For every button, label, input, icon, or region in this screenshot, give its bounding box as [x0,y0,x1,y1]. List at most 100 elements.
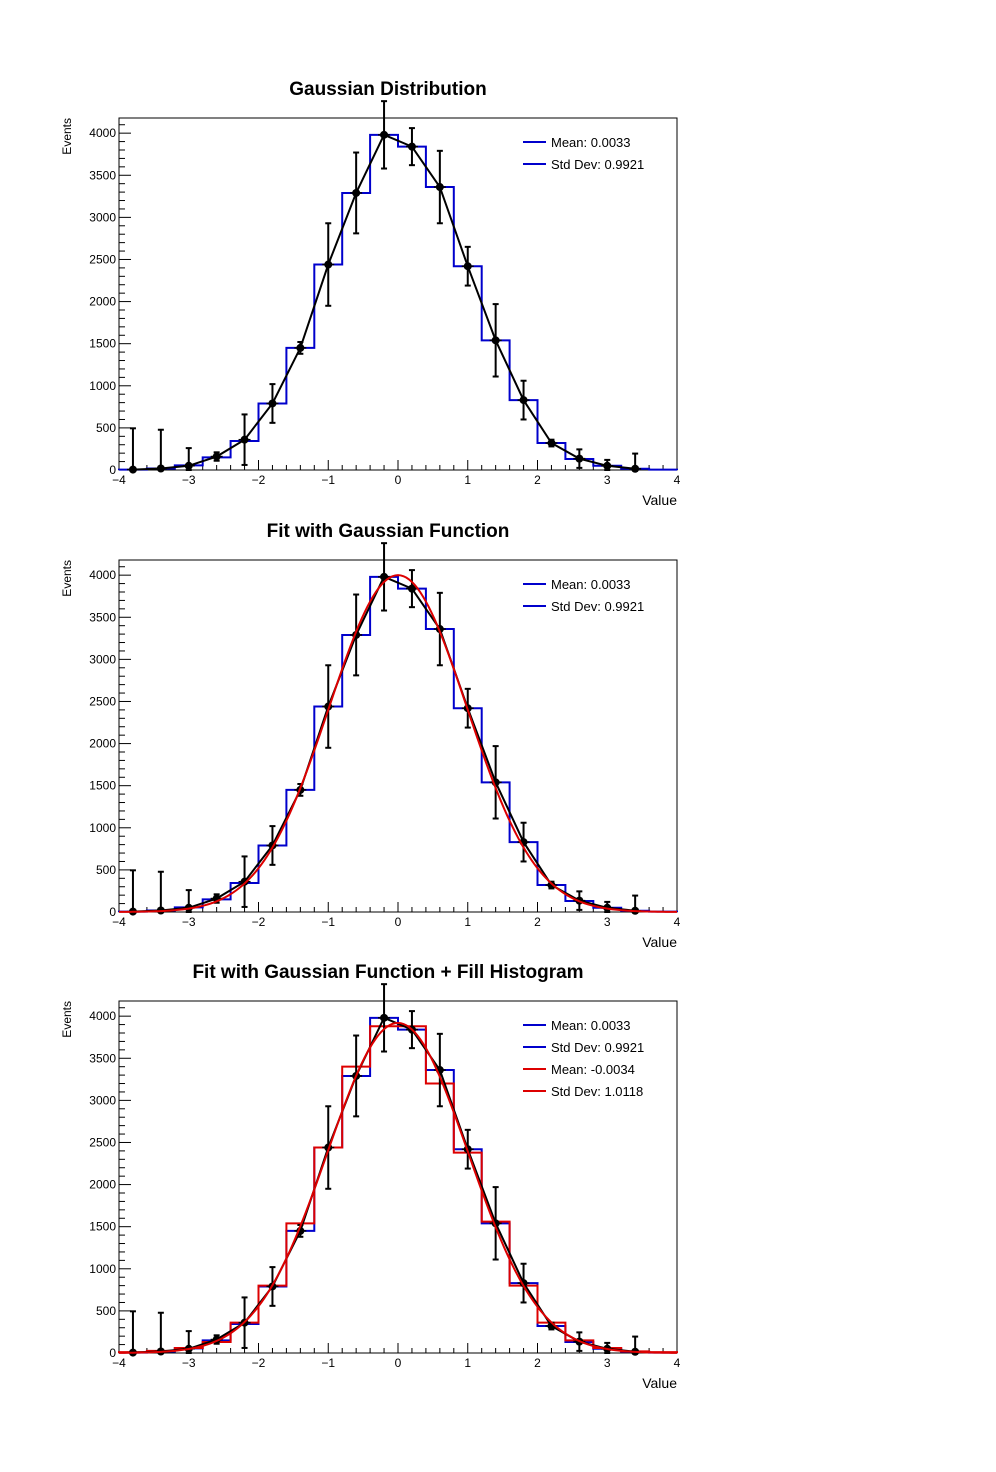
x-tick-label: 3 [604,1356,611,1370]
data-point [547,881,556,890]
y-tick-label: 3500 [89,1051,116,1065]
y-tick-label: 2000 [89,1178,116,1192]
data-point [128,465,137,474]
x-tick-label: −2 [252,915,266,929]
data-point [380,130,389,139]
data-point [603,461,612,470]
y-tick-label: 2000 [89,295,116,309]
gaussian-fit-curve [118,574,678,913]
legend-entry: Mean: 0.0033 [551,1018,631,1033]
legend-entry: Std Dev: 0.9921 [551,599,644,614]
x-tick-label: −4 [112,1356,126,1370]
x-tick-label: 4 [674,1356,681,1370]
x-tick-label: −1 [321,915,335,929]
x-tick-label: 1 [464,1356,471,1370]
y-tick-label: 2000 [89,737,116,751]
x-tick-label: −2 [252,1356,266,1370]
data-point [407,142,416,151]
chart-panel-1: Gaussian Distribution −4 −3 −2 −1 0 1 2 3 4 0 500 10… [60,79,681,508]
y-tick-label: 0 [109,463,116,477]
y-tick-label: 4000 [89,1009,116,1023]
y-tick-label: 3500 [89,610,116,624]
y-tick-label: 2500 [89,694,116,708]
data-point [575,454,584,463]
x-tick-label: 2 [534,473,541,487]
data-point [240,877,249,886]
chart-title: Fit with Gaussian Function + Fill Histog… [192,962,583,983]
y-tick-label: 3000 [89,210,116,224]
y-tick-label: 2500 [89,252,116,266]
data-point [268,399,277,408]
y-tick-label: 0 [109,1346,116,1360]
data-point [631,464,640,473]
x-tick-label: −3 [182,1356,196,1370]
x-tick-label: 4 [674,473,681,487]
x-tick-label: 1 [464,915,471,929]
y-tick-label: 0 [109,905,116,919]
y-tick-label: 3000 [89,1093,116,1107]
data-point [491,336,500,345]
y-tick-label: 500 [96,421,116,435]
y-tick-label: 1000 [89,379,116,393]
chart-panel-2: Fit with Gaussian Function −4 −3 −2 −1 0 1 2 3 40… [60,521,681,950]
x-tick-label: −4 [112,473,126,487]
legend-entry: Mean: -0.0034 [551,1062,635,1077]
y-tick-label: 1000 [89,821,116,835]
x-tick-label: −3 [182,915,196,929]
histogram-blue [118,575,678,913]
data-point [324,260,333,269]
data-point [435,183,444,192]
data-point [519,396,528,405]
x-tick-label: 0 [395,473,402,487]
data-point [547,439,556,448]
gaussian-fit-curve [118,1021,678,1354]
chart-title: Gaussian Distribution [289,79,486,100]
x-tick-label: −1 [321,473,335,487]
x-tick-label: 3 [604,473,611,487]
x-axis-label: Value [642,492,677,508]
x-tick-label: −3 [182,473,196,487]
data-point [407,584,416,593]
y-tick-label: 500 [96,1304,116,1318]
x-tick-label: −4 [112,915,126,929]
data-point [380,572,389,581]
y-tick-label: 2500 [89,1135,116,1149]
x-axis-label: Value [642,934,677,950]
data-point [184,461,193,470]
x-tick-label: −2 [252,473,266,487]
x-tick-label: 2 [534,1356,541,1370]
y-tick-label: 500 [96,863,116,877]
data-point [156,464,165,473]
x-tick-label: 2 [534,915,541,929]
legend-entry: Mean: 0.0033 [551,577,631,592]
data-line [132,575,636,913]
legend-entry: Mean: 0.0033 [551,135,631,150]
data-point [212,452,221,461]
y-axis-label: Events [60,118,74,155]
y-tick-label: 4000 [89,568,116,582]
data-point [463,262,472,271]
legend-entry: Std Dev: 1.0118 [551,1084,643,1099]
y-tick-label: 4000 [89,126,116,140]
y-tick-label: 1000 [89,1262,116,1276]
y-tick-label: 1500 [89,1220,116,1234]
x-tick-label: 3 [604,915,611,929]
legend-entry: Std Dev: 0.9921 [551,157,644,172]
y-tick-label: 1500 [89,779,116,793]
y-tick-label: 1500 [89,337,116,351]
y-axis-label: Events [60,1001,74,1038]
y-axis-label: Events [60,560,74,597]
data-point [380,1013,389,1022]
data-point [296,343,305,352]
x-tick-label: 0 [395,915,402,929]
x-axis-label: Value [642,1375,677,1391]
histogram-blue [118,133,678,471]
legend-entry: Std Dev: 0.9921 [551,1040,644,1055]
y-tick-label: 3000 [89,652,116,666]
x-tick-label: 1 [464,473,471,487]
y-tick-label: 3500 [89,168,116,182]
data-line [132,133,636,471]
x-tick-label: −1 [321,1356,335,1370]
chart-title: Fit with Gaussian Function [267,521,510,542]
